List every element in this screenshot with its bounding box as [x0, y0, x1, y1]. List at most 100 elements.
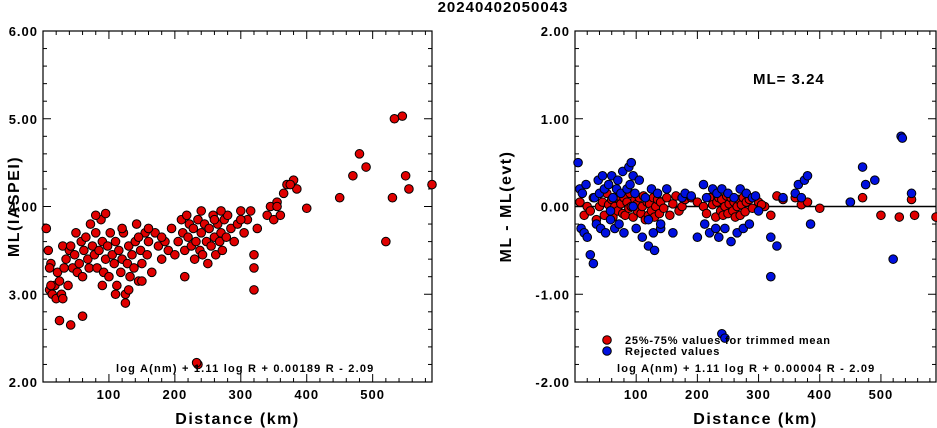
x-tick-label: 200 [685, 387, 710, 402]
data-point-red [191, 236, 201, 247]
data-point-red [894, 212, 905, 222]
data-point-blue [888, 254, 898, 264]
data-point-red [239, 228, 249, 238]
legend-marker-red [602, 335, 612, 345]
data-point-blue [710, 223, 721, 234]
data-point-red [188, 223, 199, 234]
data-point-blue [649, 245, 660, 256]
y-tick-label: 6.00 [9, 24, 38, 39]
data-point-red [46, 280, 56, 291]
data-point-blue [640, 192, 651, 203]
data-point-red [210, 249, 221, 260]
data-point-red [156, 232, 167, 243]
data-point-red [876, 210, 886, 221]
data-point-blue [726, 236, 736, 247]
data-point-red [275, 210, 286, 221]
data-point-red [77, 271, 88, 282]
data-point-red [137, 276, 147, 286]
data-point-blue [668, 228, 678, 238]
data-point-blue [713, 232, 724, 243]
data-point-red [63, 280, 73, 291]
data-point-red [127, 249, 137, 260]
y-tick-label: 2.00 [541, 24, 570, 39]
data-point-red [183, 232, 193, 243]
y-tick-label: -1.00 [535, 287, 570, 302]
data-point-blue [686, 191, 697, 201]
data-point-red [361, 162, 371, 172]
data-point-red [65, 241, 76, 251]
data-point-red [143, 223, 154, 234]
formula-text: log A(nm) + 1.11 log R + 0.00004 R - 2.0… [617, 363, 876, 375]
data-point-red [54, 276, 65, 286]
data-point-red [203, 258, 213, 269]
chart-right: 100 200 300 400 500 -2.00 -1.00 0.00 1.00 2.00 Dis… [498, 24, 937, 428]
data-point-red [658, 203, 669, 214]
data-point-red [100, 254, 111, 264]
data-point-blue [634, 175, 645, 185]
data-point-red [179, 271, 190, 282]
data-point-red [166, 223, 177, 234]
data-point-blue [588, 258, 599, 269]
data-point-red [90, 210, 101, 221]
data-point-red [79, 245, 89, 256]
data-point-red [235, 214, 246, 225]
data-point-red [170, 249, 180, 260]
data-point-blue [750, 191, 761, 201]
data-point-red [191, 357, 202, 368]
data-point-red [387, 192, 398, 203]
data-point-red [397, 111, 408, 121]
y-tick-label: -2.00 [535, 375, 570, 390]
data-point-blue [857, 162, 868, 172]
data-point-red [77, 311, 88, 321]
data-point-red [278, 188, 289, 199]
data-point-red [404, 184, 414, 194]
data-point-blue [796, 192, 807, 203]
data-point-red [765, 210, 776, 221]
data-point-red [123, 285, 134, 295]
data-point-blue [630, 188, 640, 199]
data-point-red [110, 289, 121, 300]
figure-title: 20240402050043 [438, 0, 569, 16]
y-axis-label: ML(IASPEI) [6, 156, 23, 257]
data-point-blue [701, 192, 712, 203]
data-point-red [575, 197, 585, 207]
data-point-red [665, 210, 675, 221]
data-point-red [104, 271, 114, 282]
data-point-red [146, 267, 157, 278]
data-point-blue [628, 201, 638, 212]
data-point-red [116, 267, 126, 278]
data-point-red [272, 201, 282, 212]
x-tick-label: 400 [807, 387, 832, 402]
data-point-red [226, 223, 236, 234]
data-point-blue [765, 232, 776, 243]
data-point-blue [643, 214, 654, 225]
data-point-blue [897, 133, 908, 143]
data-point-blue [637, 232, 648, 243]
data-point-red [354, 149, 365, 159]
data-point-blue [605, 206, 616, 216]
data-point-red [179, 245, 190, 256]
data-point-red [110, 236, 121, 247]
data-point-red [84, 263, 94, 273]
data-point-red [81, 232, 91, 243]
data-point-red [65, 320, 76, 330]
data-point-red [221, 232, 232, 243]
data-point-red [285, 179, 296, 190]
x-axis-label: Distance (km) [693, 411, 817, 428]
data-point-red [57, 293, 68, 304]
data-point-red [217, 245, 228, 256]
data-point-red [90, 228, 101, 238]
data-point-red [102, 241, 113, 251]
data-point-red [209, 214, 220, 225]
x-tick-label: 100 [97, 387, 122, 402]
chart-left: 100 200 300 400 500 2.00 3.00 4.00 5.00 6.00 Dista… [6, 24, 437, 428]
data-point-blue [613, 175, 623, 185]
data-point-blue [648, 228, 659, 238]
y-axis-label: ML - ML(evt) [498, 151, 515, 263]
data-point-red [222, 210, 233, 221]
data-point-red [131, 219, 142, 229]
data-point-blue [698, 179, 709, 190]
data-point-blue [625, 179, 635, 190]
data-point-red [112, 280, 122, 291]
